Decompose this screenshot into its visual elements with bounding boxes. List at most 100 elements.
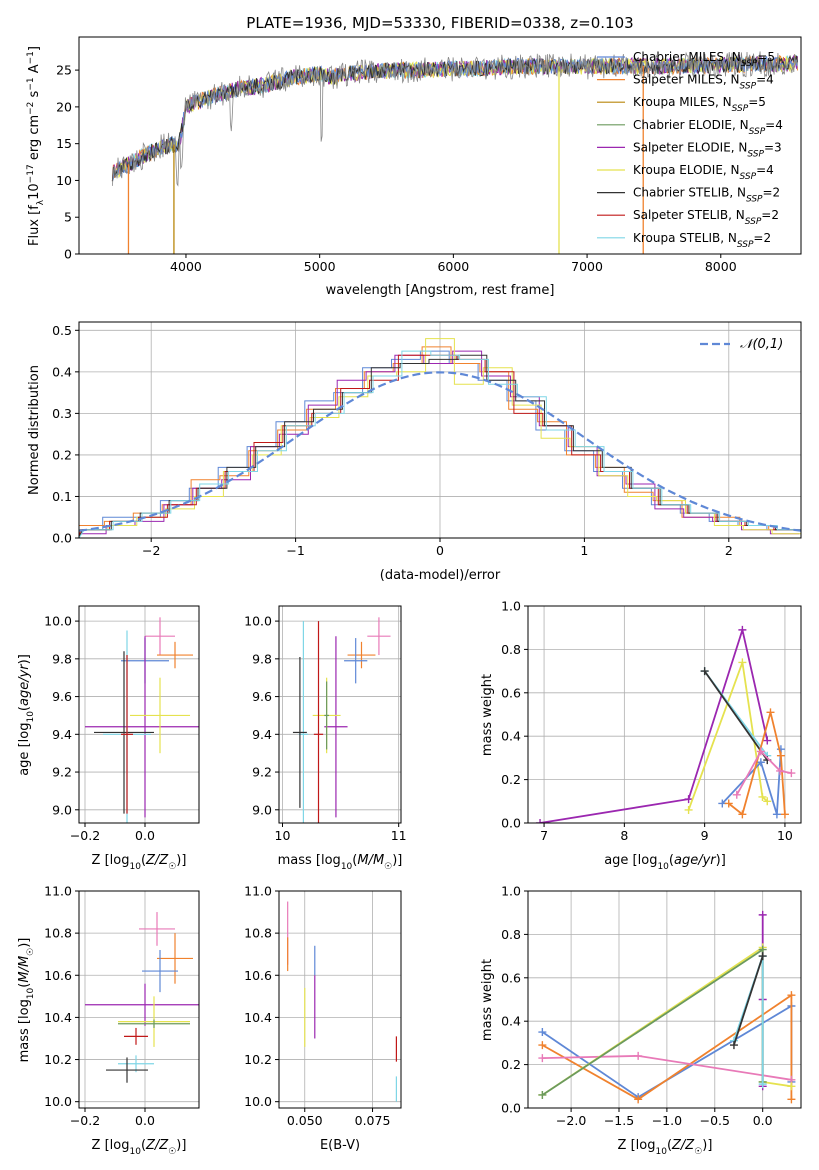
x-tick-label: 10 bbox=[275, 828, 291, 843]
series-line bbox=[733, 955, 764, 1046]
series-line bbox=[728, 712, 786, 816]
y-tick-label: 9.2 bbox=[252, 765, 272, 780]
age-vs-metallicity: −0.2 0.0 9.0 9.2 9.4 9.6 9.8 10.0 bbox=[44, 605, 200, 843]
x-tick-label: 0.0 bbox=[753, 1113, 773, 1128]
legend-label: Chabrier MILES, NSSP=5 bbox=[633, 50, 775, 69]
y-tick-label: 9.6 bbox=[52, 689, 72, 704]
y-tick-label: 10.2 bbox=[244, 1052, 272, 1067]
legend-label: Kroupa ELODIE, NSSP=4 bbox=[633, 163, 774, 182]
data-point bbox=[758, 910, 767, 919]
axes-frame bbox=[278, 890, 402, 1109]
y-tick-label: 10.6 bbox=[44, 968, 72, 983]
y-tick-label: 0.6 bbox=[501, 970, 521, 985]
y-tick-label: 11.0 bbox=[244, 884, 272, 899]
plot-area bbox=[292, 617, 391, 823]
x-tick-label: 9 bbox=[701, 828, 709, 843]
data-point bbox=[738, 625, 747, 634]
plot-area bbox=[287, 901, 397, 1102]
legend: 𝒩(0,1) bbox=[700, 337, 783, 352]
series-line bbox=[541, 993, 793, 1101]
x-axis-label: age [log10(age/yr)] bbox=[604, 853, 726, 872]
axes-frame bbox=[527, 605, 802, 824]
plot-area bbox=[85, 912, 199, 1083]
y-axis-label: Flux [fλ10−17 erg cm−2 s−1 A−1] bbox=[26, 46, 46, 246]
data-point bbox=[776, 751, 785, 760]
y-tick-label: 0.3 bbox=[52, 406, 72, 421]
data-point bbox=[738, 810, 747, 819]
y-tick-label: 10.0 bbox=[244, 1094, 272, 1109]
y-tick-label: 10.2 bbox=[44, 1052, 72, 1067]
y-tick-label: 10.0 bbox=[44, 1094, 72, 1109]
y-tick-label: 9.0 bbox=[52, 802, 72, 817]
data-point bbox=[763, 736, 772, 745]
y-tick-label: 0.2 bbox=[52, 447, 72, 462]
x-tick-label: 6000 bbox=[437, 259, 469, 274]
data-point bbox=[724, 799, 733, 808]
x-tick-label: −0.2 bbox=[70, 828, 100, 843]
data-point bbox=[538, 1041, 547, 1050]
series-line bbox=[539, 626, 769, 823]
axes-frame bbox=[78, 605, 200, 824]
x-tick-label: 0.0 bbox=[135, 1113, 155, 1128]
histogram-series bbox=[79, 354, 801, 538]
residual-histogram: −2 −1 0 1 2 0.0 0.1 0.2 0.3 0.4 0.5 bbox=[52, 321, 802, 558]
y-tick-label: 0.2 bbox=[501, 772, 521, 787]
y-tick-label: 10.8 bbox=[44, 926, 72, 941]
y-tick-label: 10.6 bbox=[244, 968, 272, 983]
data-point bbox=[536, 819, 545, 823]
y-axis-label: mass weight bbox=[480, 674, 495, 756]
series-line bbox=[703, 670, 769, 761]
legend-label: Kroupa STELIB, NSSP=2 bbox=[633, 231, 771, 250]
y-tick-label: 10.4 bbox=[44, 1010, 72, 1025]
data-point bbox=[634, 1095, 643, 1104]
y-tick-label: 25 bbox=[56, 63, 72, 78]
y-tick-label: 0.5 bbox=[52, 323, 72, 338]
x-tick-label: 10 bbox=[777, 828, 793, 843]
x-tick-label: −0.5 bbox=[700, 1113, 730, 1128]
data-point bbox=[634, 1051, 643, 1060]
y-tick-label: 0.0 bbox=[501, 816, 521, 831]
legend-label: Kroupa MILES, NSSP=5 bbox=[633, 95, 766, 114]
y-axis-label: mass [log10(M/M☉)] bbox=[17, 938, 36, 1063]
y-tick-label: 0.6 bbox=[501, 685, 521, 700]
y-tick-label: 0.8 bbox=[501, 642, 521, 657]
plot-area bbox=[536, 625, 796, 823]
data-point bbox=[780, 810, 789, 819]
x-tick-label: 0.0 bbox=[135, 828, 155, 843]
data-point bbox=[729, 1041, 738, 1050]
data-point bbox=[538, 1028, 547, 1037]
data-point bbox=[787, 769, 796, 778]
x-tick-label: 0.075 bbox=[355, 1113, 391, 1128]
x-tick-label: 2 bbox=[725, 543, 733, 558]
x-tick-label: −1.5 bbox=[604, 1113, 634, 1128]
age-vs-mass: 10 11 9.0 9.2 9.4 9.6 9.8 10.0 bbox=[244, 605, 407, 843]
x-tick-label: 0.050 bbox=[287, 1113, 323, 1128]
data-point bbox=[756, 747, 765, 756]
normal-curve bbox=[79, 371, 801, 532]
y-tick-label: 10.0 bbox=[244, 614, 272, 629]
y-tick-label: 11.0 bbox=[44, 884, 72, 899]
data-point bbox=[787, 1095, 796, 1104]
y-tick-label: 9.8 bbox=[52, 651, 72, 666]
y-tick-label: 9.4 bbox=[252, 727, 272, 742]
data-point bbox=[787, 991, 796, 1000]
data-point bbox=[758, 1080, 767, 1089]
data-point bbox=[787, 1082, 796, 1091]
legend-label: Salpeter STELIB, NSSP=2 bbox=[633, 208, 779, 227]
data-point bbox=[700, 667, 709, 676]
legend-label: Chabrier STELIB, NSSP=2 bbox=[633, 186, 780, 205]
axes-frame bbox=[527, 890, 802, 1109]
data-point bbox=[538, 1054, 547, 1063]
axes-frame bbox=[278, 605, 402, 824]
data-point bbox=[766, 708, 775, 717]
y-tick-label: 10.8 bbox=[244, 926, 272, 941]
data-point bbox=[756, 758, 765, 767]
y-tick-label: 9.0 bbox=[252, 802, 272, 817]
x-tick-label: −1.0 bbox=[652, 1113, 682, 1128]
data-point bbox=[758, 952, 767, 961]
x-tick-label: 5000 bbox=[304, 259, 336, 274]
x-axis-label: wavelength [Angstrom, rest frame] bbox=[326, 283, 555, 298]
y-tick-label: 5 bbox=[64, 210, 72, 225]
y-axis-label: Normed distribution bbox=[27, 365, 42, 495]
y-tick-label: 9.2 bbox=[52, 765, 72, 780]
